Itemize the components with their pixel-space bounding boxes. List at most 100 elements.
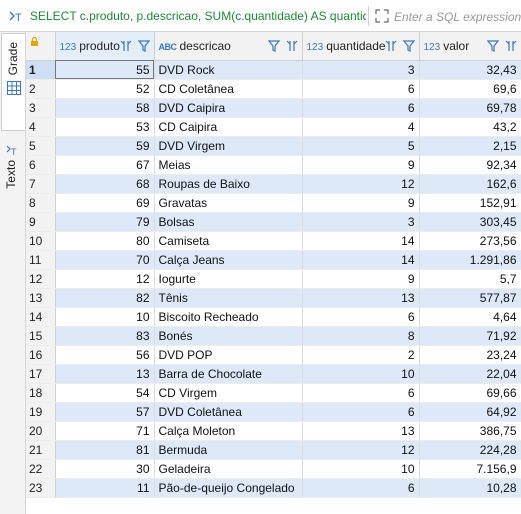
- cell-valor[interactable]: 2,15: [419, 136, 521, 156]
- cell-produto[interactable]: 70: [55, 250, 155, 270]
- cell-quantidade[interactable]: 2: [302, 345, 420, 365]
- cell-descricao[interactable]: DVD Coletânea: [154, 402, 303, 422]
- cell-quantidade[interactable]: 6: [302, 383, 420, 403]
- cell-valor[interactable]: 92,34: [419, 155, 521, 175]
- cell-descricao[interactable]: Iogurte: [154, 269, 303, 289]
- cell-valor[interactable]: 162,6: [419, 174, 521, 194]
- column-header-produto[interactable]: 123 produto: [55, 32, 155, 61]
- cell-produto[interactable]: 83: [55, 326, 155, 346]
- cell-descricao[interactable]: Calça Jeans: [154, 250, 303, 270]
- row-number[interactable]: 8: [26, 193, 56, 213]
- row-number[interactable]: 22: [26, 459, 56, 479]
- cell-descricao[interactable]: Bermuda: [154, 440, 303, 460]
- row-number[interactable]: 2: [26, 79, 56, 99]
- cell-produto[interactable]: 52: [55, 79, 155, 99]
- cell-produto[interactable]: 12: [55, 269, 155, 289]
- cell-valor[interactable]: 1.291,86: [419, 250, 521, 270]
- cell-descricao[interactable]: Roupas de Baixo: [154, 174, 303, 194]
- cell-valor[interactable]: 303,45: [419, 212, 521, 232]
- table-row[interactable]: 2 52 CD Coletânea 6 69,6: [26, 79, 521, 99]
- table-row[interactable]: 22 30 Geladeira 10 7.156,9: [26, 459, 521, 479]
- cell-descricao[interactable]: Geladeira: [154, 459, 303, 479]
- cell-quantidade[interactable]: 4: [302, 117, 420, 137]
- table-row[interactable]: 11 70 Calça Jeans 14 1.291,86: [26, 250, 521, 270]
- cell-descricao[interactable]: Calça Moleton: [154, 421, 303, 441]
- cell-descricao[interactable]: DVD Caipira: [154, 98, 303, 118]
- table-row[interactable]: 23 11 Pão-de-queijo Congelado 6 10,28: [26, 478, 521, 498]
- filter-icon[interactable]: [486, 39, 499, 53]
- cell-quantidade[interactable]: 12: [302, 174, 420, 194]
- cell-descricao[interactable]: Biscoito Recheado: [154, 307, 303, 327]
- row-number[interactable]: 17: [26, 364, 56, 384]
- cell-valor[interactable]: 386,75: [419, 421, 521, 441]
- cell-descricao[interactable]: Camiseta: [154, 231, 303, 251]
- row-number[interactable]: 1: [26, 60, 56, 80]
- cell-valor[interactable]: 43,2: [419, 117, 521, 137]
- cell-quantidade[interactable]: 9: [302, 193, 420, 213]
- cell-valor[interactable]: 64,92: [419, 402, 521, 422]
- column-header-quantidade[interactable]: 123 quantidade: [302, 32, 420, 61]
- table-row[interactable]: 12 12 Iogurte 9 5,7: [26, 269, 521, 289]
- cell-produto[interactable]: 82: [55, 288, 155, 308]
- row-number[interactable]: 21: [26, 440, 56, 460]
- cell-produto[interactable]: 57: [55, 402, 155, 422]
- cell-produto[interactable]: 55: [55, 60, 155, 80]
- cell-produto[interactable]: 81: [55, 440, 155, 460]
- cell-quantidade[interactable]: 9: [302, 269, 420, 289]
- cell-produto[interactable]: 71: [55, 421, 155, 441]
- sort-icon[interactable]: [505, 39, 517, 53]
- table-row[interactable]: 1 55 DVD Rock 3 32,43: [26, 60, 521, 80]
- table-row[interactable]: 19 57 DVD Coletânea 6 64,92: [26, 402, 521, 422]
- cell-produto[interactable]: 67: [55, 155, 155, 175]
- cell-quantidade[interactable]: 6: [302, 307, 420, 327]
- row-number[interactable]: 20: [26, 421, 56, 441]
- filter-icon[interactable]: [402, 39, 415, 53]
- row-number[interactable]: 5: [26, 136, 56, 156]
- cell-descricao[interactable]: DVD POP: [154, 345, 303, 365]
- row-number[interactable]: 15: [26, 326, 56, 346]
- table-row[interactable]: 21 81 Bermuda 12 224,28: [26, 440, 521, 460]
- cell-valor[interactable]: 69,66: [419, 383, 521, 403]
- cell-quantidade[interactable]: 3: [302, 60, 420, 80]
- table-row[interactable]: 5 59 DVD Virgem 5 2,15: [26, 136, 521, 156]
- cell-produto[interactable]: 11: [55, 478, 155, 498]
- cell-quantidade[interactable]: 14: [302, 250, 420, 270]
- table-row[interactable]: 3 58 DVD Caipira 6 69,78: [26, 98, 521, 118]
- row-number[interactable]: 6: [26, 155, 56, 175]
- cell-valor[interactable]: 32,43: [419, 60, 521, 80]
- row-number[interactable]: 3: [26, 98, 56, 118]
- table-row[interactable]: 6 67 Meias 9 92,34: [26, 155, 521, 175]
- cell-quantidade[interactable]: 14: [302, 231, 420, 251]
- cell-valor[interactable]: 152,91: [419, 193, 521, 213]
- cell-valor[interactable]: 273,56: [419, 231, 521, 251]
- cell-quantidade[interactable]: 8: [302, 326, 420, 346]
- cell-produto[interactable]: 68: [55, 174, 155, 194]
- table-row[interactable]: 14 10 Biscoito Recheado 6 4,64: [26, 307, 521, 327]
- filter-icon[interactable]: [267, 39, 280, 53]
- cell-quantidade[interactable]: 3: [302, 212, 420, 232]
- cell-produto[interactable]: 56: [55, 345, 155, 365]
- cell-produto[interactable]: 58: [55, 98, 155, 118]
- cell-quantidade[interactable]: 9: [302, 155, 420, 175]
- cell-descricao[interactable]: CD Caipira: [154, 117, 303, 137]
- cell-descricao[interactable]: DVD Virgem: [154, 136, 303, 156]
- table-row[interactable]: 4 53 CD Caipira 4 43,2: [26, 117, 521, 137]
- row-number[interactable]: 7: [26, 174, 56, 194]
- cell-descricao[interactable]: CD Virgem: [154, 383, 303, 403]
- select-all-corner[interactable]: [26, 32, 56, 61]
- cell-quantidade[interactable]: 6: [302, 98, 420, 118]
- cell-descricao[interactable]: Barra de Chocolate: [154, 364, 303, 384]
- cell-quantidade[interactable]: 10: [302, 459, 420, 479]
- row-number[interactable]: 19: [26, 402, 56, 422]
- cell-quantidade[interactable]: 6: [302, 79, 420, 99]
- row-number[interactable]: 10: [26, 231, 56, 251]
- cell-valor[interactable]: 23,24: [419, 345, 521, 365]
- row-number[interactable]: 14: [26, 307, 56, 327]
- table-row[interactable]: 10 80 Camiseta 14 273,56: [26, 231, 521, 251]
- cell-produto[interactable]: 79: [55, 212, 155, 232]
- cell-valor[interactable]: 22,04: [419, 364, 521, 384]
- table-row[interactable]: 17 13 Barra de Chocolate 10 22,04: [26, 364, 521, 384]
- cell-descricao[interactable]: Meias: [154, 155, 303, 175]
- cell-valor[interactable]: 10,28: [419, 478, 521, 498]
- cell-descricao[interactable]: Pão-de-queijo Congelado: [154, 478, 303, 498]
